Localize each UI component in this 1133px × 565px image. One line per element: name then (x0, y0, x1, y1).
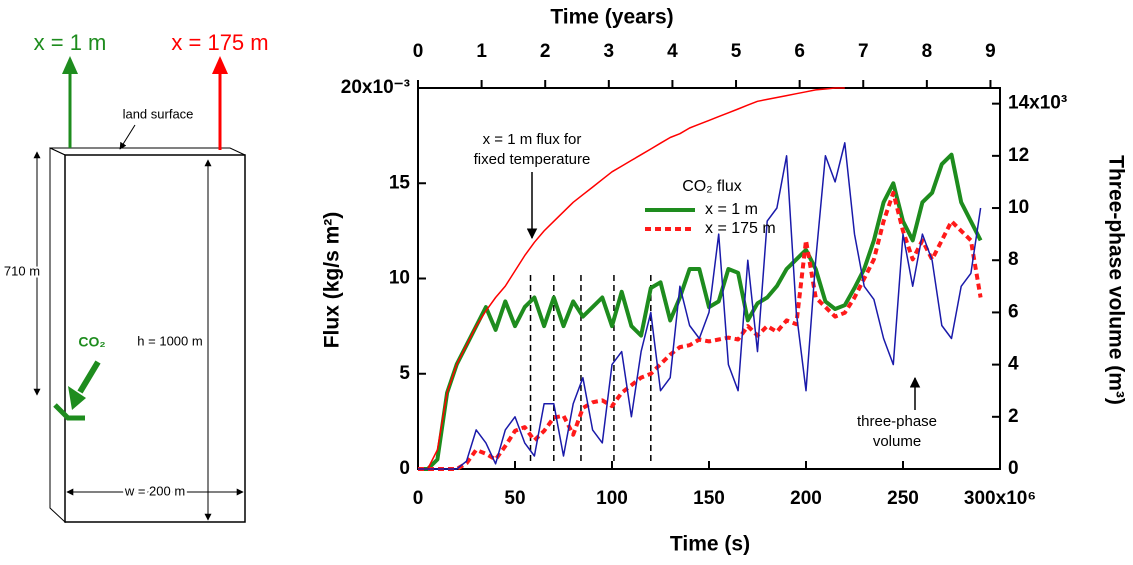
y2-tick-label: 0 (1008, 458, 1019, 479)
y-tick-label: 10 (389, 268, 410, 289)
label: 710 m (4, 263, 40, 278)
label: x = 1 m (34, 30, 107, 55)
x2-tick-label: 9 (985, 41, 996, 62)
injection-well (53, 403, 85, 421)
x-tick-label: 200 (790, 488, 822, 509)
x-tick-label: 300x10⁶ (964, 488, 1036, 509)
series-line (418, 190, 983, 471)
annotation: volume (873, 433, 921, 450)
y2-tick-label: 12 (1008, 145, 1029, 166)
label: h = 1000 m (137, 333, 202, 348)
box-top (49, 147, 246, 156)
y2-tick-label: 6 (1008, 301, 1019, 322)
y-tick-label: 0 (399, 458, 410, 479)
x-tick-label: 100 (596, 488, 628, 509)
x2-axis-title: Time (years) (550, 6, 673, 29)
label: x = 175 m (171, 30, 268, 55)
series-line (418, 87, 845, 470)
y-tick-label: 15 (389, 172, 411, 193)
label: w = 200 m (124, 483, 185, 498)
chart: Time (s) Time (years) Flux (kg/s m²) Thr… (321, 6, 1128, 556)
series-line (418, 142, 982, 470)
annotation: three-phase (857, 413, 937, 430)
x-tick-label: 0 (413, 488, 424, 509)
arrow-head (68, 386, 86, 410)
legend-label: x = 175 m (705, 220, 776, 237)
x2-tick-label: 2 (540, 41, 551, 62)
x-tick-label: 250 (887, 488, 919, 509)
y-tick-label: 20x10⁻³ (341, 77, 410, 98)
x2-tick-label: 4 (667, 41, 678, 62)
injection-arrow (77, 360, 101, 394)
x-tick-label: 50 (504, 488, 525, 509)
x-axis-title: Time (s) (670, 533, 750, 556)
pointer (119, 124, 136, 150)
label: CO₂ (78, 334, 105, 350)
diagram: x = 1 m x = 175 m land surface 710 m h =… (2, 30, 269, 524)
label: land surface (123, 106, 194, 121)
arrow-head (62, 56, 78, 74)
box-front (64, 154, 246, 523)
y2-tick-label: 4 (1008, 354, 1019, 375)
x2-tick-label: 5 (731, 41, 742, 62)
y2-tick-label: 2 (1008, 406, 1019, 427)
x2-tick-label: 0 (413, 41, 424, 62)
y-axis-title: Flux (kg/s m²) (321, 212, 344, 349)
annotation: fixed temperature (474, 151, 591, 168)
x2-tick-label: 6 (794, 41, 805, 62)
legend-label: x = 1 m (705, 201, 758, 218)
x2-tick-label: 1 (476, 41, 487, 62)
y2-axis-title: Three-phase volume (m³) (1104, 155, 1127, 405)
y2-tick-label: 10 (1008, 197, 1029, 218)
legend-title: CO₂ flux (682, 178, 742, 195)
x-tick-label: 150 (693, 488, 725, 509)
y2-tick-label: 14x10³ (1008, 93, 1067, 114)
box-side (49, 147, 66, 524)
y-tick-label: 5 (399, 363, 410, 384)
annotation: x = 1 m flux for (483, 131, 582, 148)
arrow-head (212, 56, 228, 74)
x2-tick-label: 7 (858, 41, 869, 62)
series-line (418, 152, 983, 471)
y2-tick-label: 8 (1008, 249, 1019, 270)
x2-tick-label: 3 (604, 41, 615, 62)
x2-tick-label: 8 (922, 41, 933, 62)
